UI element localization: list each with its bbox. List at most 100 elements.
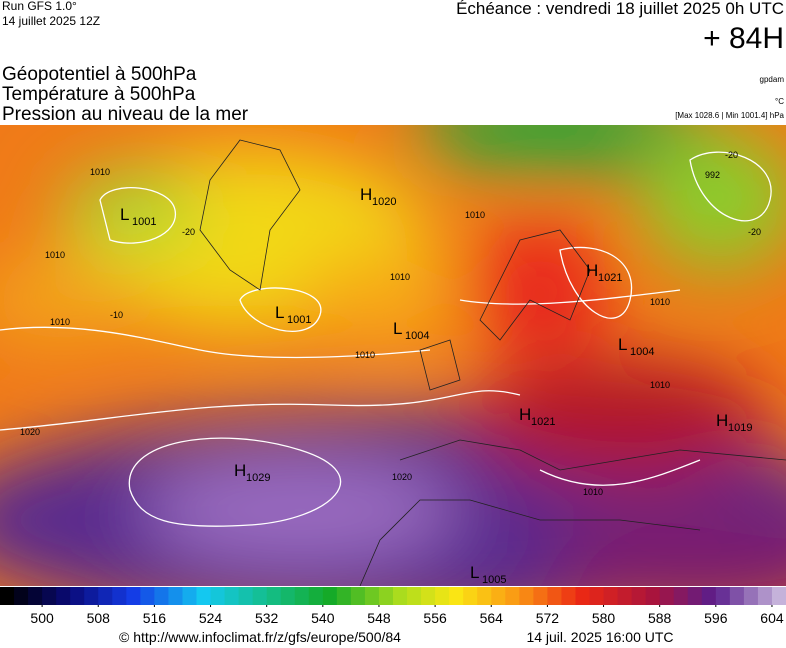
- colorbar-cell: [56, 587, 71, 605]
- colorbar-tick-label: 596: [704, 610, 728, 626]
- colorbar-cell: [0, 587, 15, 605]
- center-type: L: [618, 335, 627, 354]
- center-type: L: [393, 319, 402, 338]
- isobar: [0, 326, 431, 359]
- contour-label: 1010: [583, 487, 603, 497]
- colorbar-tick-label: 524: [199, 610, 223, 626]
- contour-label: 1020: [20, 427, 40, 437]
- valid-time: Échéance : vendredi 18 juillet 2025 0h U…: [456, 0, 784, 18]
- colorbar-cell: [336, 587, 352, 605]
- center-type: L: [275, 303, 284, 322]
- isobar: [99, 187, 176, 244]
- coastline: [199, 139, 301, 291]
- coastline: [399, 439, 786, 471]
- colorbar-cell: [42, 587, 57, 605]
- colorbar-cell: [715, 587, 731, 605]
- coastline: [419, 339, 461, 391]
- title: Pression au niveau de la mer: [2, 104, 249, 125]
- contour-label: 1010: [355, 350, 375, 360]
- colorbar-cell: [308, 587, 324, 605]
- colorbar-cell: [659, 587, 675, 605]
- colorbar-cell: [603, 587, 619, 605]
- colorbar-cell: [112, 587, 127, 605]
- colorbar-cell: [491, 587, 506, 605]
- contour-label: 1020: [392, 472, 412, 482]
- colorbar-cell: [140, 587, 155, 605]
- title: Géopotentiel à 500hPa: [2, 64, 197, 85]
- contour-label: -20: [725, 150, 738, 160]
- colorbar-cell: [252, 587, 268, 605]
- center-type: H: [586, 261, 598, 280]
- colorbar-cell: [547, 587, 562, 605]
- colorbar-cell: [477, 587, 492, 605]
- colorbar-cell: [533, 587, 548, 605]
- colorbar-cell: [407, 587, 422, 605]
- colorbar-cell: [393, 587, 408, 605]
- colorbar-cell: [14, 587, 29, 605]
- colorbar-tick-label: 540: [311, 610, 335, 626]
- colorbar-cell: [196, 587, 212, 605]
- center-value: 1029: [246, 472, 270, 484]
- colorbar-cell: [701, 587, 717, 605]
- contour-label: 1010: [650, 380, 670, 390]
- colorbar-tick-label: 580: [592, 610, 616, 626]
- colorbar-cell: [687, 587, 703, 605]
- coastline: [479, 229, 591, 341]
- center-value: 1001: [132, 216, 156, 228]
- colorbar-tick-label: 556: [423, 610, 447, 626]
- unit: °C: [775, 97, 784, 106]
- colorbar-cell: [421, 587, 436, 605]
- contour-label: -10: [110, 310, 123, 320]
- colorbar-cell: [743, 587, 759, 605]
- colorbar-cell: [322, 587, 338, 605]
- unit: gpdam: [760, 75, 785, 84]
- colorbar-cell: [589, 587, 605, 605]
- colorbar-cell: [364, 587, 380, 605]
- colorbar-cell: [126, 587, 141, 605]
- colorbar-tick-label: 508: [87, 610, 111, 626]
- center-type: L: [120, 205, 129, 224]
- center-value: 1019: [728, 422, 752, 434]
- colorbar-cell: [757, 587, 773, 605]
- center-type: L: [470, 563, 479, 582]
- colorbar-cell: [266, 587, 282, 605]
- colorbar-cell: [561, 587, 576, 605]
- colorbar-tick-label: 572: [536, 610, 560, 626]
- center-type: H: [519, 405, 531, 424]
- contour-label: 992: [705, 170, 720, 180]
- contour-label: 1010: [465, 210, 485, 220]
- isobar: [239, 287, 322, 332]
- colorbar-cell: [182, 587, 197, 605]
- colorbar-cell: [378, 587, 394, 605]
- isobar: [539, 459, 701, 486]
- colorbar-cell: [617, 587, 633, 605]
- colorbar-cell: [280, 587, 296, 605]
- colorbar: 500 508 516 524 532 540 548 556 564 572 580 588 596 6…: [0, 587, 786, 626]
- colorbar-cell: [294, 587, 310, 605]
- contour-label: -20: [748, 227, 761, 237]
- isobar: [0, 390, 521, 431]
- unit: [Max 1028.6 | Min 1001.4] hPa: [675, 111, 784, 120]
- center-type: H: [234, 461, 246, 480]
- colorbar-cell: [673, 587, 689, 605]
- contour-label: 1010: [650, 297, 670, 307]
- center-type: H: [360, 185, 372, 204]
- colorbar-tick-label: 500: [30, 610, 54, 626]
- title: Température à 500hPa: [2, 84, 196, 105]
- colorbar-tick-label: 588: [648, 610, 672, 626]
- contour-label: 1010: [390, 272, 410, 282]
- colorbar-cell: [435, 587, 450, 605]
- center-value: 1021: [531, 416, 555, 428]
- colorbar-tick-label: 532: [255, 610, 279, 626]
- source-url: © http://www.infoclimat.fr/z/gfs/europe/…: [119, 629, 401, 645]
- colorbar-cell: [645, 587, 661, 605]
- colorbar-cell: [70, 587, 85, 605]
- contour-label: -20: [182, 227, 195, 237]
- colorbar-cell: [505, 587, 520, 605]
- center-value: 1001: [287, 314, 311, 326]
- isobar: [459, 289, 681, 305]
- run-label: Run GFS 1.0°: [2, 0, 77, 13]
- colorbar-cell: [98, 587, 113, 605]
- colorbar-cell: [463, 587, 478, 605]
